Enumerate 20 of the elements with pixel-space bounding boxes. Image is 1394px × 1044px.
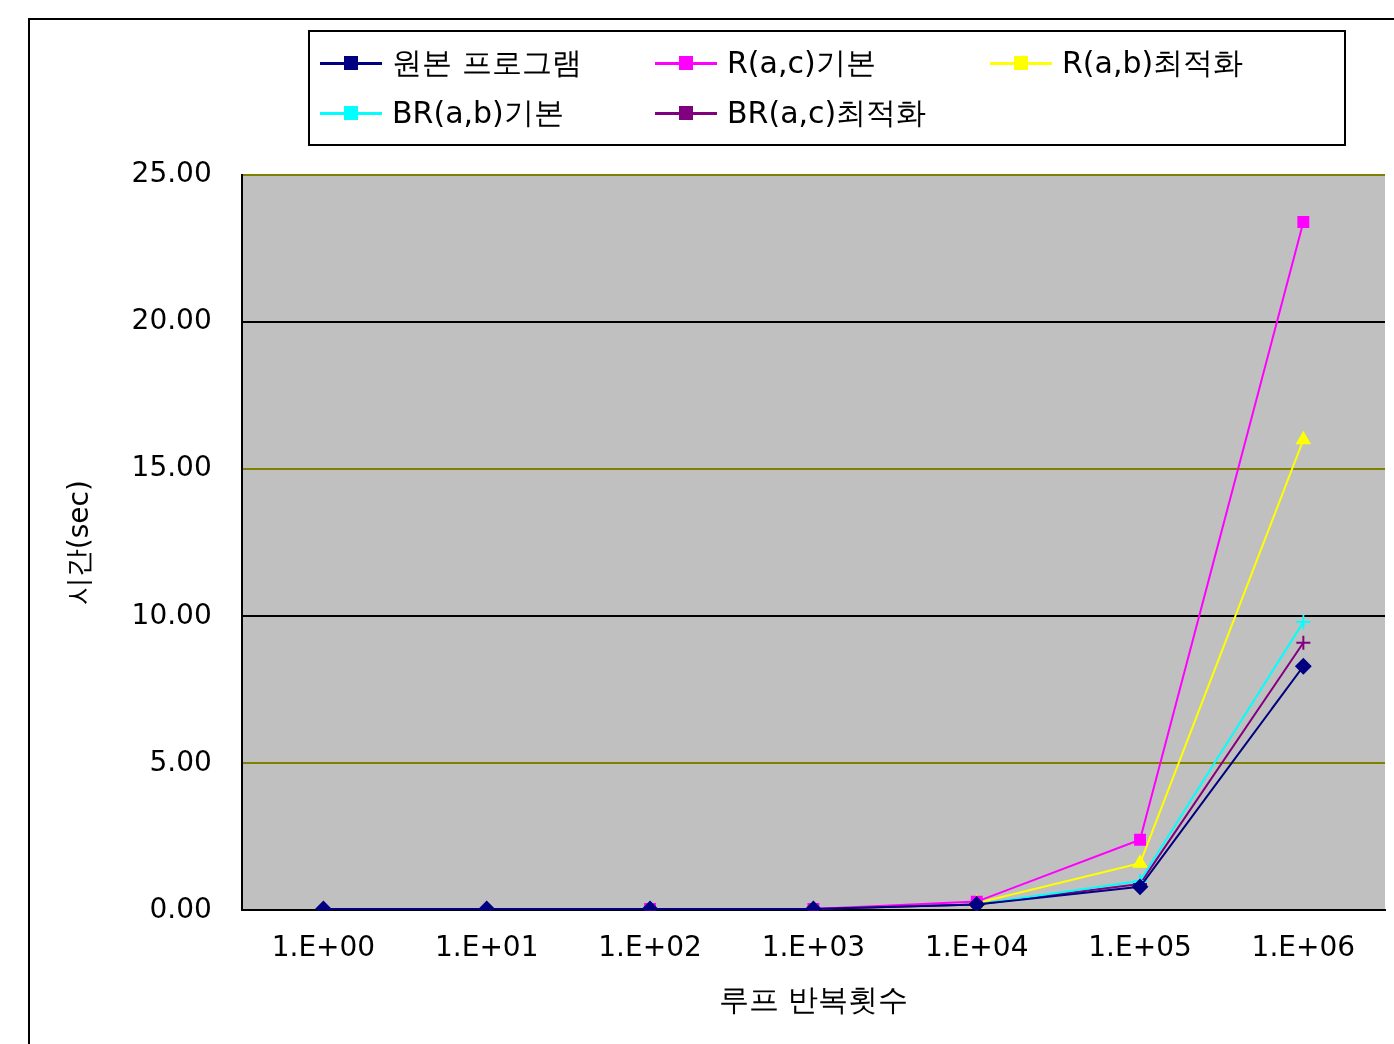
y-axis-title: 시간(sec) [62, 480, 96, 606]
y-tick-label: 0.00 [149, 891, 212, 925]
y-tick-label: 15.00 [131, 450, 212, 484]
x-tick-label: 1.E+04 [924, 930, 1029, 964]
x-tick-label: 1.E+06 [1251, 930, 1356, 964]
x-tick-label: 1.E+05 [1088, 930, 1192, 964]
x-tick-label: 1.E+02 [598, 930, 702, 964]
legend-label: 원본 프로그램 [392, 43, 582, 82]
legend-label: R(a,b)최적화 [1062, 43, 1244, 82]
y-tick-label: 5.00 [149, 744, 212, 778]
y-tick-label: 20.00 [131, 303, 212, 337]
y-tick-label: 10.00 [131, 597, 212, 631]
y-tick-label: 25.00 [131, 156, 212, 190]
legend-label: BR(a,c)최적화 [727, 93, 927, 132]
x-tick-label: 1.E+01 [434, 930, 539, 964]
legend-label: R(a,c)기본 [727, 43, 876, 82]
x-tick-label: 1.E+00 [271, 930, 376, 964]
x-tick-label: 1.E+03 [761, 930, 866, 964]
x-axis-title: 루프 반복횟수 [718, 981, 909, 1017]
legend-label: BR(a,b)기본 [392, 93, 564, 132]
